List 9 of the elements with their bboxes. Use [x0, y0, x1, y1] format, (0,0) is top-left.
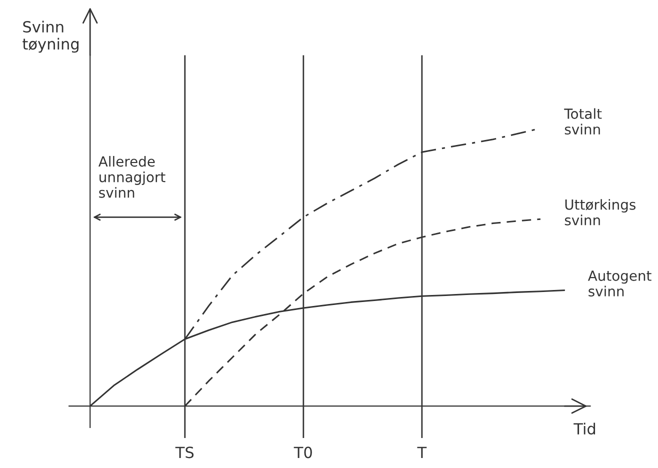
x-axis-title: Tid — [574, 422, 596, 435]
series-label: Uttørkings svinn — [564, 199, 636, 226]
annotation: Allerede unnagjort svinn — [98, 156, 166, 198]
x-tick-label: T0 — [294, 446, 312, 458]
series-label: Autogent svinn — [588, 270, 652, 296]
x-tick-label: TS — [175, 446, 194, 458]
x-tick-label: T — [417, 446, 427, 458]
y-axis-title: Svinn tøyning — [22, 20, 78, 53]
series-label: Totalt svinn — [564, 108, 602, 135]
